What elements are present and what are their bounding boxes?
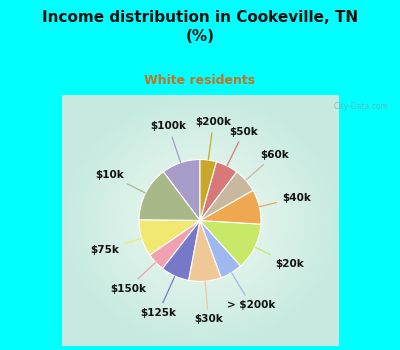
- Text: $30k: $30k: [194, 282, 223, 324]
- Text: $40k: $40k: [260, 193, 311, 206]
- Wedge shape: [200, 160, 216, 220]
- Text: $20k: $20k: [255, 247, 304, 269]
- Text: $125k: $125k: [140, 276, 176, 318]
- Text: $75k: $75k: [91, 238, 141, 254]
- Text: $10k: $10k: [95, 170, 145, 193]
- Text: > $200k: > $200k: [227, 273, 276, 310]
- Wedge shape: [139, 172, 200, 220]
- Text: City-Data.com: City-Data.com: [334, 102, 388, 111]
- Text: Income distribution in Cookeville, TN
(%): Income distribution in Cookeville, TN (%…: [42, 10, 358, 44]
- Wedge shape: [200, 162, 237, 220]
- Text: $200k: $200k: [196, 117, 232, 160]
- Wedge shape: [139, 220, 200, 255]
- Text: $150k: $150k: [110, 262, 155, 294]
- Wedge shape: [163, 160, 200, 220]
- Wedge shape: [200, 220, 241, 278]
- Text: $60k: $60k: [246, 150, 289, 180]
- Text: White residents: White residents: [144, 74, 256, 86]
- Wedge shape: [200, 190, 261, 224]
- Wedge shape: [150, 220, 200, 268]
- Wedge shape: [200, 220, 261, 266]
- Text: $100k: $100k: [150, 121, 186, 162]
- Wedge shape: [189, 220, 221, 281]
- Wedge shape: [162, 220, 200, 280]
- Text: $50k: $50k: [227, 127, 258, 166]
- Wedge shape: [200, 172, 253, 220]
